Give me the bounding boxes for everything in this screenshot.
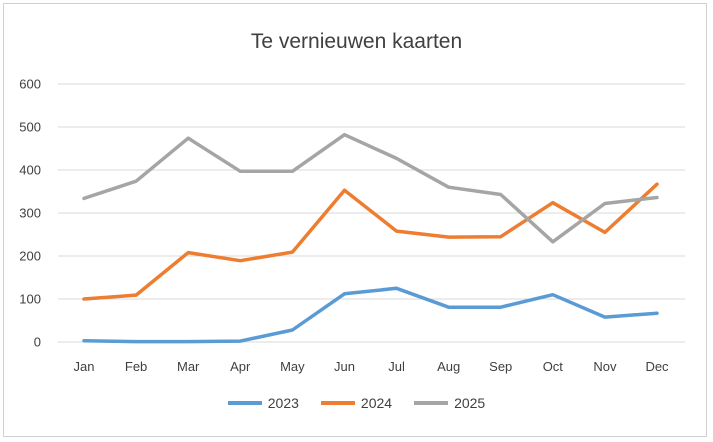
- x-tick-label: May: [280, 359, 305, 374]
- x-tick-label: Oct: [543, 359, 564, 374]
- y-tick-label: 400: [19, 163, 41, 178]
- legend: 2023 2024 2025: [0, 395, 713, 411]
- legend-label: 2025: [454, 395, 486, 411]
- series-lines: [82, 132, 659, 344]
- x-tick-label: Nov: [593, 359, 617, 374]
- x-tick-label: Aug: [437, 359, 460, 374]
- series-line-2024: [82, 182, 659, 301]
- legend-item-2023: 2023: [227, 395, 299, 411]
- chart-frame: [3, 3, 707, 437]
- x-tick-label: Jul: [388, 359, 405, 374]
- y-tick-label: 100: [19, 292, 41, 307]
- legend-item-2024: 2024: [320, 395, 393, 411]
- chart-title: Te vernieuwen kaarten: [250, 30, 463, 53]
- legend-swatch: [227, 401, 262, 405]
- legend-label: 2024: [360, 395, 393, 411]
- y-tick-label: 300: [19, 206, 41, 221]
- x-tick-label: Jun: [334, 359, 355, 374]
- x-tick-label: Sep: [489, 359, 512, 374]
- x-axis-ticks: Jan Feb Mar Apr May Jun Jul Aug Sep Oct Nov Dec: [74, 359, 670, 374]
- y-axis-ticks: 0 100 200 300 400 500 600: [19, 77, 41, 350]
- legend-swatch: [320, 401, 355, 405]
- x-tick-label: Jan: [74, 359, 95, 374]
- series-line-2025: [82, 132, 659, 244]
- y-tick-label: 500: [19, 120, 41, 135]
- y-tick-label: 0: [34, 335, 41, 350]
- x-tick-label: Apr: [230, 359, 251, 374]
- y-tick-label: 200: [19, 249, 41, 264]
- series-line-2023: [82, 286, 659, 344]
- y-tick-label: 600: [19, 77, 41, 92]
- legend-swatch: [414, 401, 449, 405]
- x-tick-label: Dec: [645, 359, 669, 374]
- legend-item-2025: 2025: [414, 395, 485, 411]
- legend-label: 2023: [267, 395, 299, 411]
- x-tick-label: Mar: [177, 359, 200, 374]
- x-tick-label: Feb: [125, 359, 147, 374]
